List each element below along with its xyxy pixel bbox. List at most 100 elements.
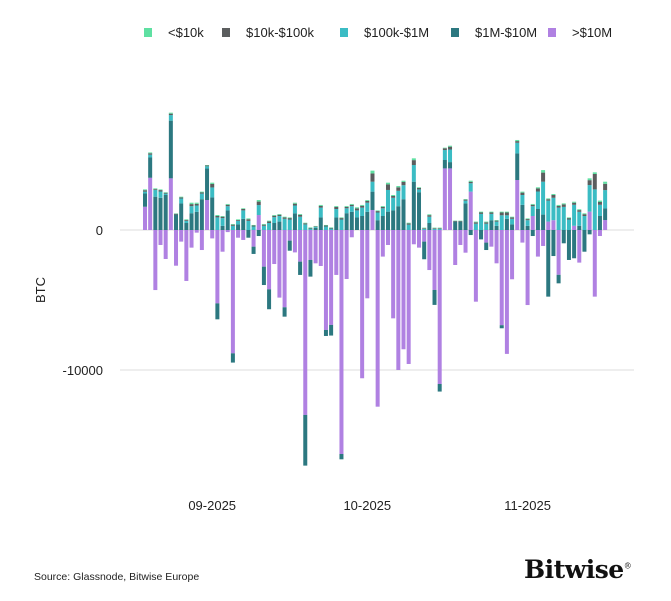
bar-segment bbox=[148, 152, 153, 154]
bar-segment bbox=[577, 225, 582, 230]
x-tick-label: 11-2025 bbox=[504, 498, 551, 513]
bar-segment bbox=[489, 212, 494, 214]
bar-segment bbox=[143, 193, 147, 207]
bar-segment bbox=[360, 216, 365, 230]
bar-segment bbox=[318, 207, 323, 218]
bar-segment bbox=[442, 150, 447, 160]
bar-segment bbox=[494, 225, 499, 230]
bar-segment bbox=[256, 205, 261, 216]
bar-segment bbox=[597, 230, 602, 237]
bar-segment bbox=[556, 204, 561, 206]
bar-segment bbox=[344, 213, 349, 230]
bar-segment bbox=[427, 215, 432, 217]
bar-segment bbox=[566, 219, 571, 230]
bar-segment bbox=[220, 218, 225, 226]
bar-segment bbox=[391, 230, 396, 319]
bar-segment bbox=[230, 353, 235, 363]
bar-segment bbox=[339, 218, 344, 220]
bar-segment bbox=[603, 190, 608, 209]
bar-segment bbox=[292, 202, 297, 204]
source-note: Source: Glassnode, Bitwise Europe bbox=[34, 571, 200, 583]
bar-segment bbox=[230, 230, 235, 354]
bar-segment bbox=[230, 224, 235, 226]
bar-segment bbox=[417, 188, 422, 190]
bar-segment bbox=[282, 216, 287, 218]
bar-segment bbox=[572, 225, 577, 230]
bar-segment bbox=[541, 230, 546, 246]
bar-segment bbox=[148, 153, 153, 155]
bar-segment bbox=[287, 219, 292, 230]
bar-segment bbox=[442, 147, 447, 149]
bar-segment bbox=[199, 230, 204, 251]
bar-segment bbox=[520, 195, 525, 205]
bar-segment bbox=[210, 197, 215, 230]
bar-segment bbox=[479, 230, 484, 240]
bar-segment bbox=[365, 200, 370, 203]
bar-segment bbox=[148, 157, 153, 178]
bar-segment bbox=[556, 230, 561, 275]
bar-segment bbox=[354, 208, 359, 211]
x-tick-label: 09-2025 bbox=[188, 498, 236, 513]
bar-segment bbox=[194, 230, 199, 233]
bar-segment bbox=[241, 218, 246, 230]
bar-segment bbox=[541, 181, 546, 215]
bar-segment bbox=[323, 225, 328, 227]
bar-segment bbox=[168, 115, 173, 121]
bar-segment bbox=[401, 185, 406, 200]
bar-segment bbox=[427, 214, 432, 216]
bar-segment bbox=[546, 198, 551, 200]
bar-segment bbox=[427, 230, 432, 271]
bar-segment bbox=[504, 215, 509, 219]
bar-segment bbox=[515, 139, 520, 142]
bar-segment bbox=[163, 195, 168, 230]
bar-segment bbox=[282, 218, 287, 230]
bar-segment bbox=[525, 219, 530, 221]
bar-segment bbox=[566, 230, 571, 260]
bar-segment bbox=[329, 230, 334, 325]
bar-segment bbox=[370, 209, 375, 230]
bar-segment bbox=[504, 212, 509, 216]
bar-segment bbox=[256, 201, 261, 206]
bar-segment bbox=[215, 230, 220, 304]
bar-segment bbox=[411, 181, 416, 230]
bar-segment bbox=[525, 225, 530, 230]
bar-segment bbox=[313, 227, 318, 230]
bar-segment bbox=[484, 221, 489, 223]
bar-segment bbox=[582, 213, 587, 215]
bar-segment bbox=[406, 222, 411, 224]
bar-segment bbox=[582, 214, 587, 216]
bar-segment bbox=[504, 211, 509, 213]
bar-segment bbox=[220, 230, 225, 252]
bar-segment bbox=[153, 188, 158, 190]
bar-segment bbox=[422, 230, 427, 242]
bar-segment bbox=[572, 204, 577, 226]
bar-segment bbox=[572, 230, 577, 259]
bar-segment bbox=[442, 168, 447, 230]
bar-segment bbox=[246, 218, 251, 220]
bar-segment bbox=[277, 214, 282, 216]
bar-segment bbox=[473, 230, 478, 302]
legend-label: <$10k bbox=[168, 25, 204, 40]
bar-segment bbox=[530, 230, 535, 237]
bar-segment bbox=[375, 230, 380, 407]
bar-segment bbox=[236, 220, 241, 221]
bar-segment bbox=[417, 230, 422, 248]
bar-segment bbox=[220, 216, 225, 219]
bar-segment bbox=[241, 210, 246, 219]
bar-segment bbox=[225, 230, 230, 233]
bar-segment bbox=[189, 204, 194, 207]
bar-segment bbox=[349, 230, 354, 238]
bar-segment bbox=[448, 162, 453, 169]
bar-segment bbox=[489, 213, 494, 221]
bar-segment bbox=[479, 211, 484, 213]
bar-segment bbox=[329, 324, 334, 336]
bar-segment bbox=[541, 172, 546, 182]
bar-segment bbox=[463, 203, 468, 230]
bar-segment bbox=[153, 190, 158, 197]
bar-segment bbox=[463, 199, 468, 200]
bar-segment bbox=[184, 230, 189, 281]
bar-segment bbox=[323, 230, 328, 330]
bar-segment bbox=[530, 204, 535, 207]
bar-segment bbox=[473, 221, 478, 223]
bar-segment bbox=[184, 220, 189, 223]
